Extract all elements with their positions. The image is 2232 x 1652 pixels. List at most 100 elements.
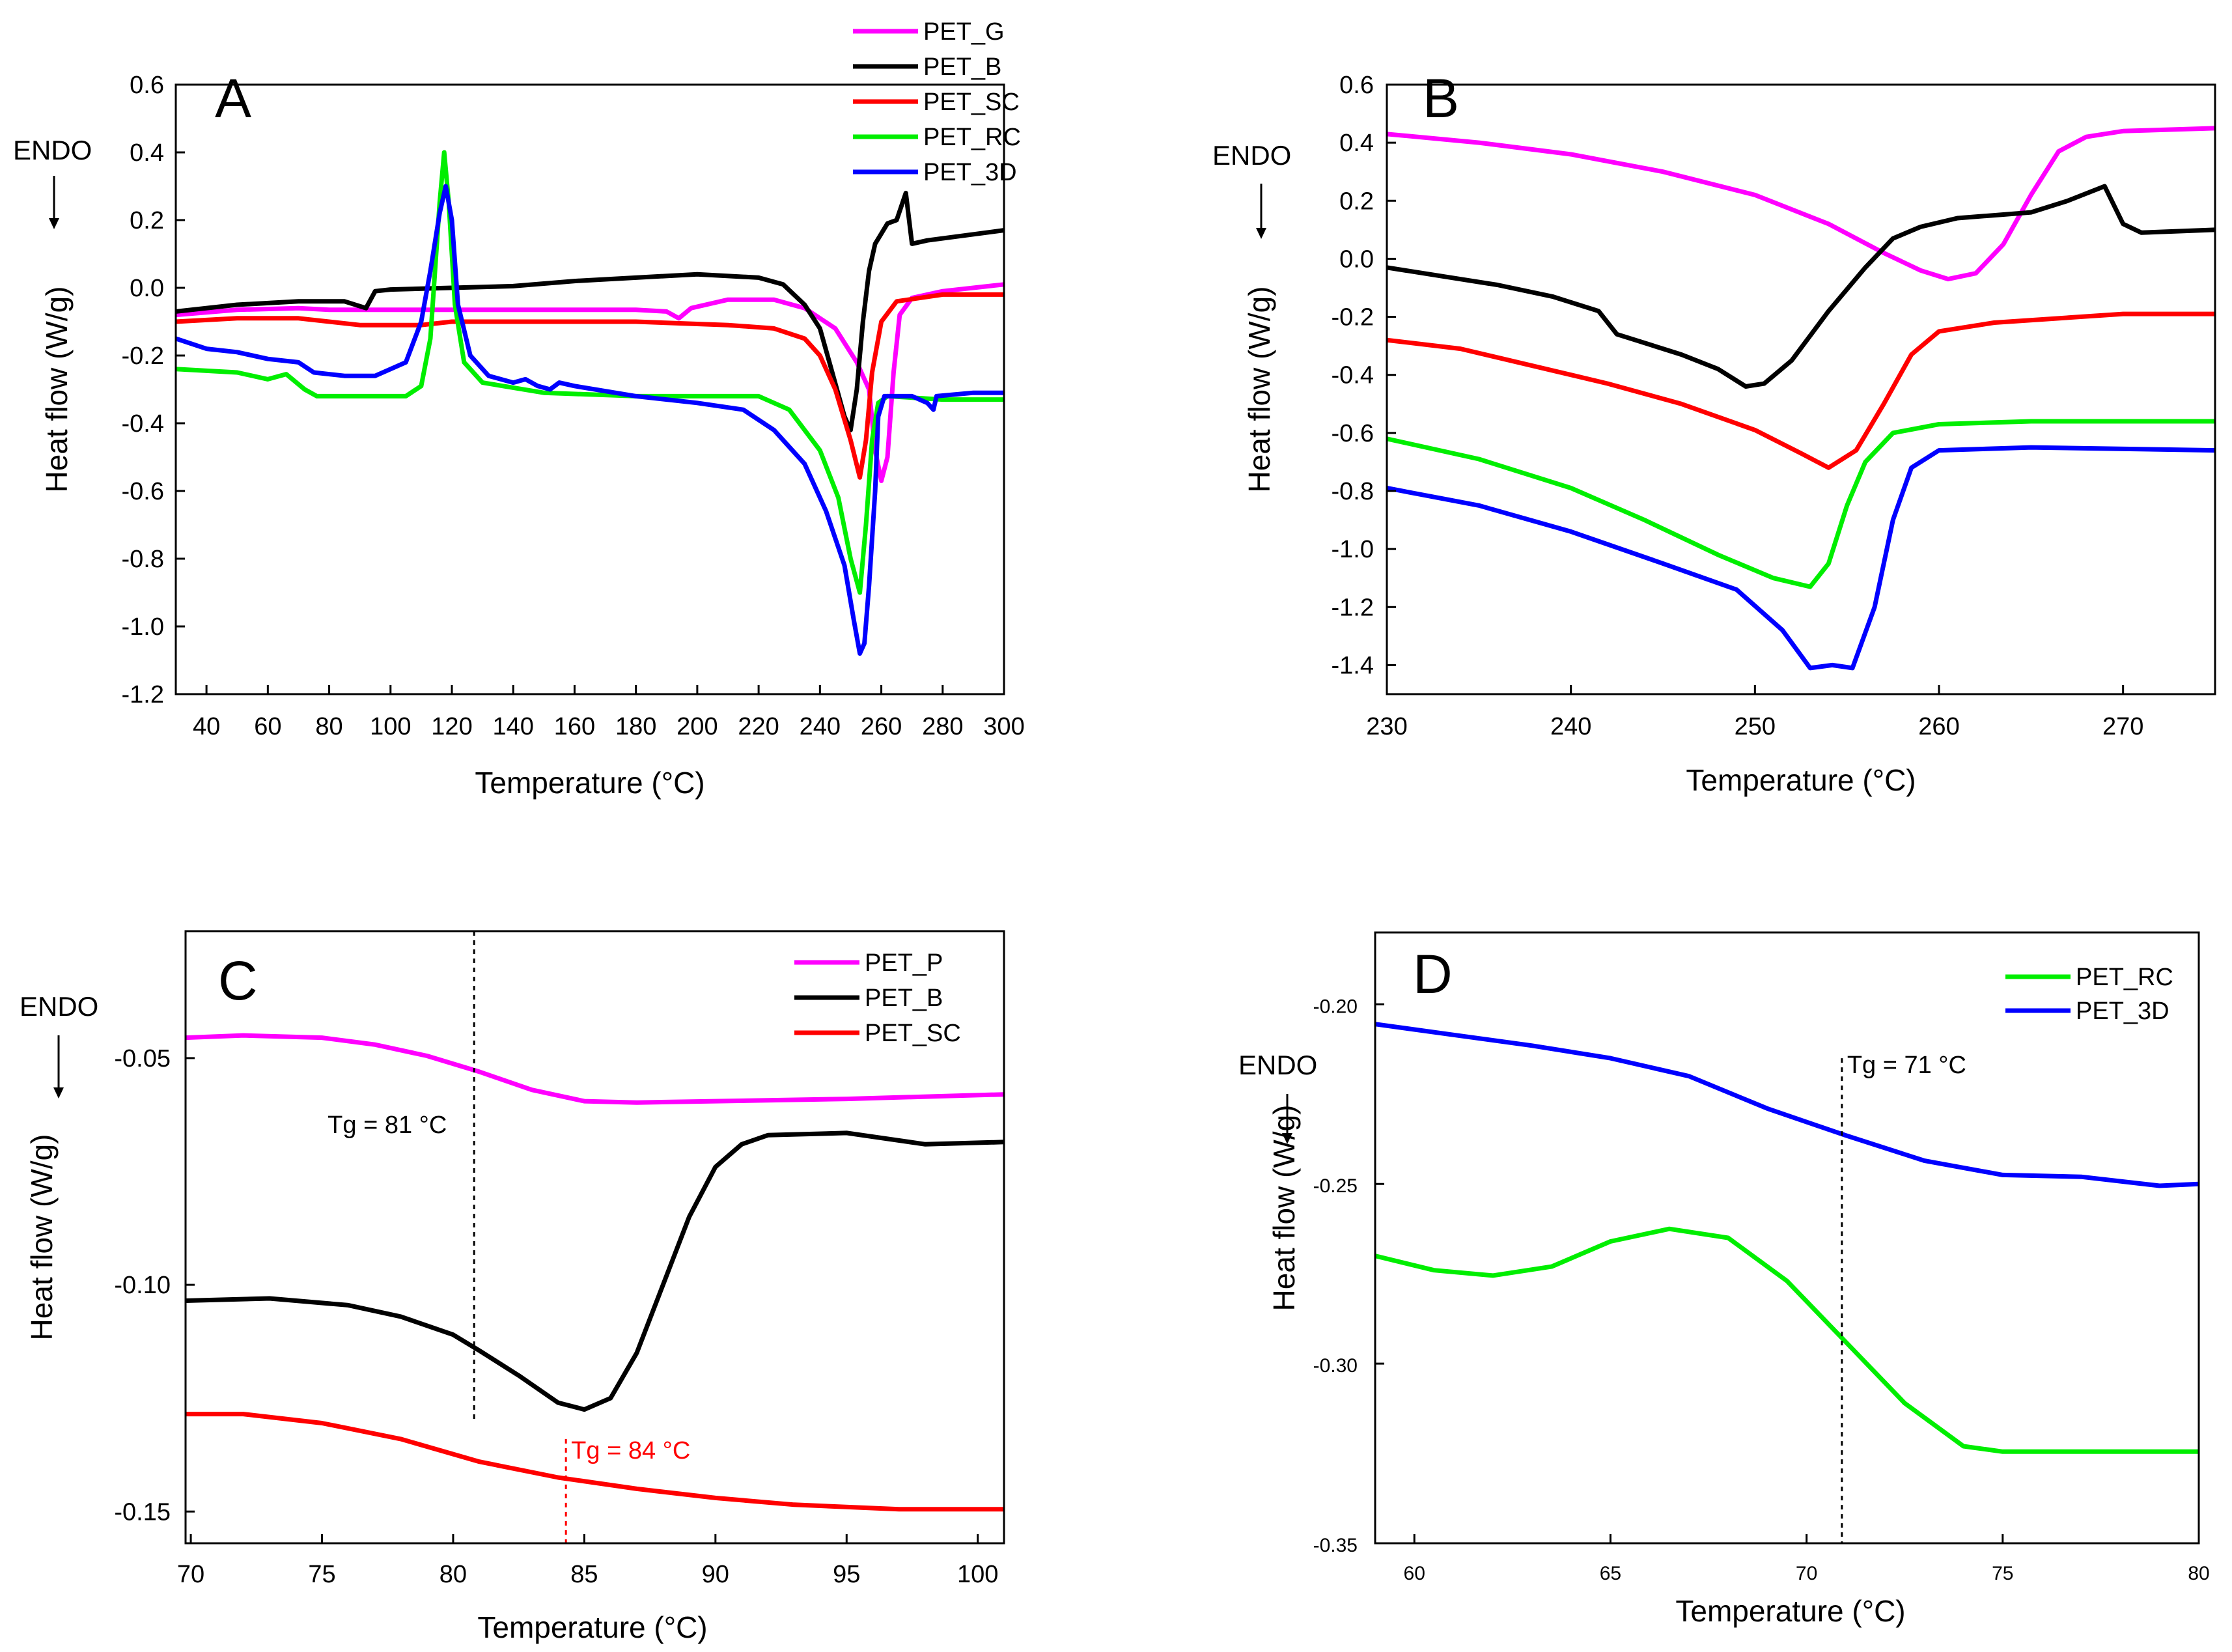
y-tick-label: -0.4 xyxy=(1332,362,1374,389)
y-tick-label: 0.0 xyxy=(130,275,164,302)
legend: PET_RC PET_3D xyxy=(2005,964,2173,1025)
endo-label: ENDO xyxy=(20,991,98,1022)
series-pet-g xyxy=(1387,126,2215,282)
tick-layer: 70 75 80 85 90 95 100 -0.15 -0.10 -0.05 xyxy=(114,1045,998,1588)
series-pet-b xyxy=(186,1130,1004,1412)
panel-a: 40 60 80 100 120 140 160 180 200 220 240 260 280 300 -… xyxy=(13,18,1025,800)
legend-label: PET_RC xyxy=(2076,964,2173,991)
x-tick-label: 80 xyxy=(2188,1563,2209,1584)
x-tick-label: 200 xyxy=(677,713,718,740)
series-pet-sc xyxy=(176,292,1004,480)
y-tick-label: -0.6 xyxy=(1332,420,1374,447)
series-pet-3d xyxy=(1375,1022,2199,1188)
panel-letter: D xyxy=(1413,944,1453,1005)
y-tick-label: -0.35 xyxy=(1313,1535,1358,1556)
tg-label: Tg = 81 °C xyxy=(328,1112,447,1139)
legend-label: PET_SC xyxy=(865,1020,961,1047)
y-tick-label: -0.2 xyxy=(122,343,164,370)
legend-label: PET_SC xyxy=(923,89,1020,116)
down-arrow-icon xyxy=(1282,1094,1292,1144)
panel-b: 230 240 250 260 270 -1.4 -1.2 -1.0 -0.8 -0.6 -0.4 -… xyxy=(1212,68,2216,797)
y-tick-label: -0.25 xyxy=(1313,1175,1358,1197)
y-axis-label: Heat flow (W/g) xyxy=(1267,1105,1301,1311)
x-tick-label: 260 xyxy=(1918,713,1959,740)
series-pet-sc xyxy=(1387,311,2215,470)
y-axis-label: Heat flow (W/g) xyxy=(40,287,74,493)
plot-frame xyxy=(184,930,1005,1545)
y-tick-label: -0.10 xyxy=(114,1272,171,1299)
x-tick-label: 70 xyxy=(177,1561,204,1588)
x-tick-label: 75 xyxy=(308,1561,335,1588)
series-pet-b xyxy=(176,190,1004,432)
y-tick-label: -1.2 xyxy=(1332,594,1374,621)
series-pet-rc xyxy=(1387,419,2215,589)
annotation-layer: Tg = 71 °C xyxy=(1841,1052,1966,1543)
series-pet-sc xyxy=(186,1412,1004,1512)
legend-label: PET_RC xyxy=(923,124,1021,151)
tg-label: Tg = 84 °C xyxy=(571,1437,690,1464)
y-tick-label: -0.8 xyxy=(1332,478,1374,505)
x-tick-label: 240 xyxy=(800,713,841,740)
plot-frame xyxy=(174,83,1005,695)
x-tick-label: 300 xyxy=(983,713,1024,740)
x-tick-label: 160 xyxy=(554,713,595,740)
series-pet-3d xyxy=(1387,445,2215,671)
series-layer xyxy=(186,1033,1004,1512)
series-layer xyxy=(1387,126,2215,671)
panel-letter: C xyxy=(218,950,258,1011)
y-tick-label: -1.2 xyxy=(122,681,164,708)
down-arrow-icon xyxy=(53,1035,64,1099)
y-tick-label: -1.0 xyxy=(122,613,164,641)
x-axis-label: Temperature (°C) xyxy=(1675,1594,1905,1628)
legend: PET_P PET_B PET_SC xyxy=(794,949,961,1047)
legend-label: PET_P xyxy=(865,949,943,977)
x-tick-label: 60 xyxy=(1404,1563,1425,1584)
plot-frame xyxy=(1374,931,2200,1545)
x-tick-label: 230 xyxy=(1366,713,1407,740)
endo-label: ENDO xyxy=(13,135,92,165)
x-tick-label: 95 xyxy=(833,1561,860,1588)
x-tick-label: 75 xyxy=(1992,1563,2013,1584)
endo-label: ENDO xyxy=(1238,1050,1317,1080)
y-tick-label: 0.2 xyxy=(1339,188,1374,215)
series-pet-b xyxy=(1387,184,2215,389)
legend-label: PET_3D xyxy=(923,159,1017,186)
series-layer xyxy=(1375,1022,2199,1454)
y-tick-label: -0.8 xyxy=(122,546,164,573)
y-tick-label: -0.4 xyxy=(122,410,164,438)
x-tick-label: 70 xyxy=(1796,1563,1817,1584)
y-tick-label: -1.0 xyxy=(1332,536,1374,563)
x-tick-label: 280 xyxy=(922,713,963,740)
x-tick-label: 60 xyxy=(254,713,281,740)
endo-label: ENDO xyxy=(1212,140,1291,171)
y-tick-label: 0.4 xyxy=(130,139,164,167)
y-tick-label: -0.15 xyxy=(114,1498,171,1526)
x-axis-label: Temperature (°C) xyxy=(1686,763,1916,797)
y-tick-label: 0.2 xyxy=(130,207,164,234)
legend-label: PET_G xyxy=(923,18,1005,46)
y-axis-label: Heat flow (W/g) xyxy=(25,1134,59,1341)
legend-label: PET_B xyxy=(865,985,943,1012)
y-tick-label: -1.4 xyxy=(1332,652,1374,679)
panel-c: Tg = 81 °C Tg = 84 °C 70 75 80 85 90 95 100 -0.1… xyxy=(20,930,1005,1644)
legend: PET_G PET_B PET_SC PET_RC PET_3D xyxy=(853,18,1021,186)
x-tick-label: 240 xyxy=(1550,713,1591,740)
y-tick-label: -0.05 xyxy=(114,1045,171,1072)
x-tick-label: 100 xyxy=(370,713,411,740)
legend-label: PET_B xyxy=(923,53,1001,81)
down-arrow-icon xyxy=(1256,184,1266,239)
series-pet-g xyxy=(176,282,1004,483)
plot-frame xyxy=(1386,83,2216,695)
down-arrow-icon xyxy=(49,176,59,229)
panel-letter: B xyxy=(1423,68,1459,129)
x-tick-label: 85 xyxy=(570,1561,598,1588)
x-axis-label: Temperature (°C) xyxy=(475,766,704,800)
tick-layer: 40 60 80 100 120 140 160 180 200 220 240 260 280 300 -… xyxy=(122,72,1025,740)
y-tick-label: 0.0 xyxy=(1339,245,1374,273)
y-tick-label: -0.30 xyxy=(1313,1355,1358,1377)
x-tick-label: 65 xyxy=(1600,1563,1621,1584)
x-tick-label: 40 xyxy=(193,713,220,740)
panel-letter: A xyxy=(215,68,251,129)
tick-layer: 230 240 250 260 270 -1.4 -1.2 -1.0 -0.8 -0.6 -0.4 -… xyxy=(1332,72,2144,740)
x-tick-label: 140 xyxy=(493,713,534,740)
